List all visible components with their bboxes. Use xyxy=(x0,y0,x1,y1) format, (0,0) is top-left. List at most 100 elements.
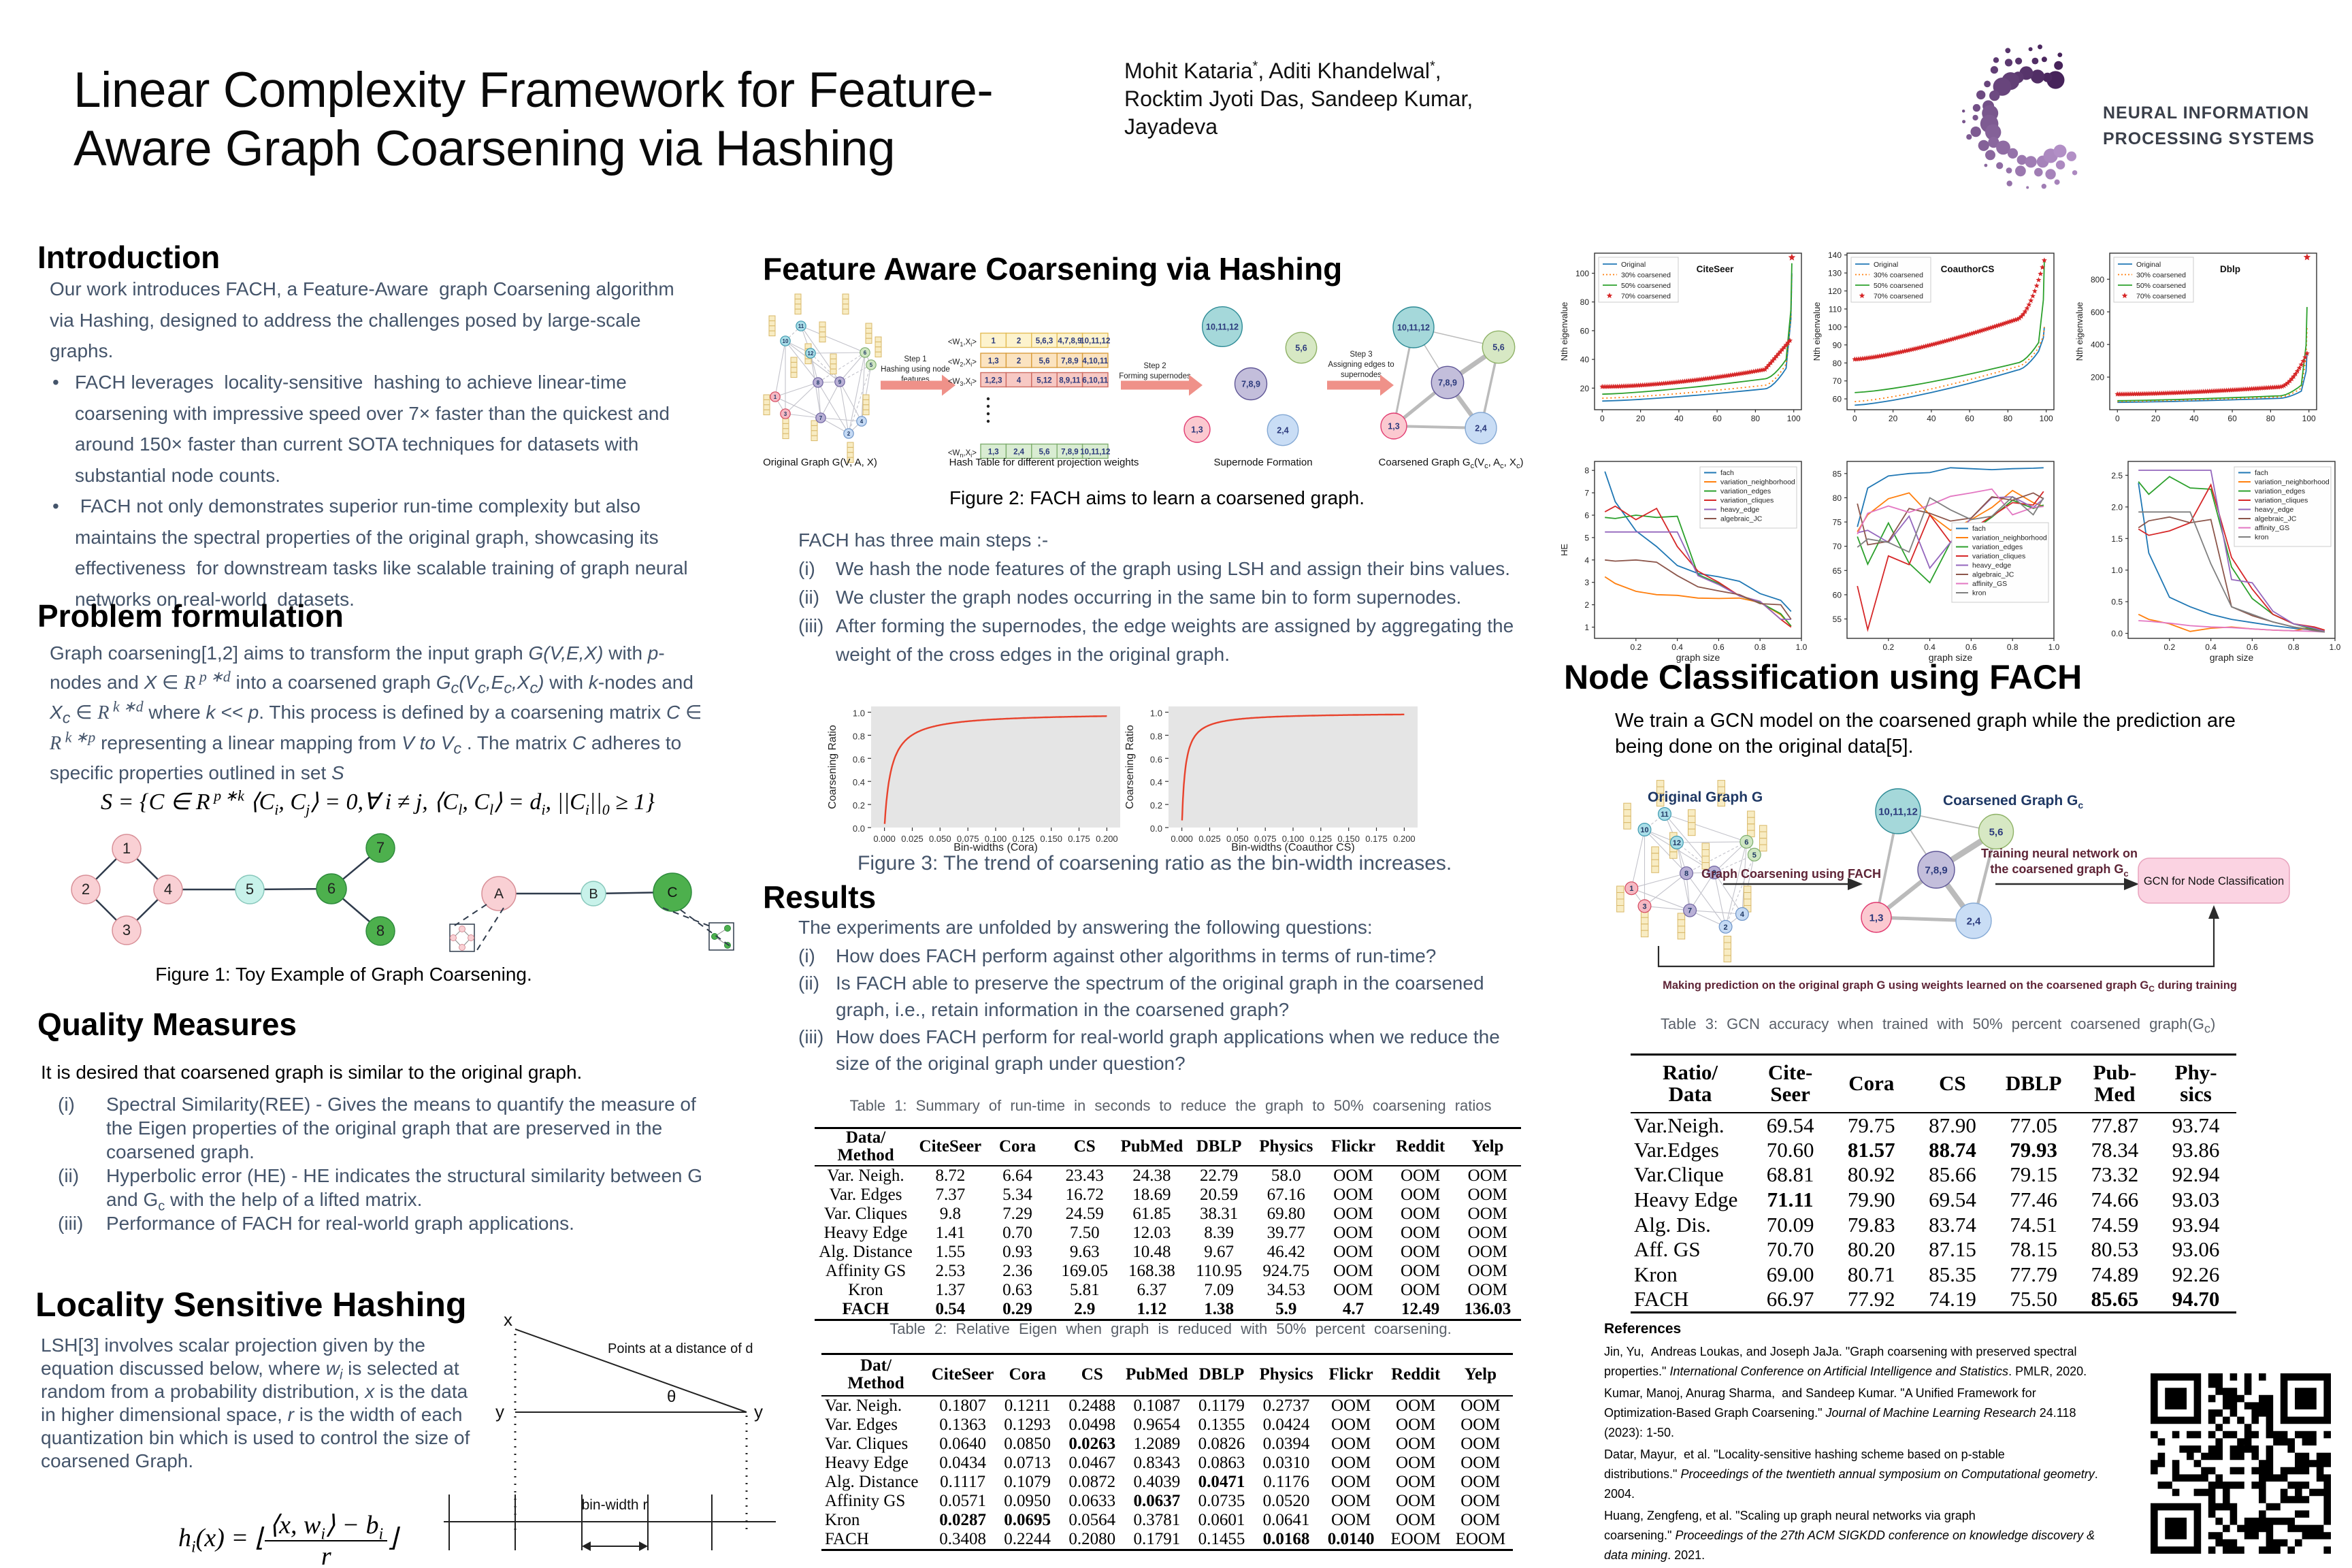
svg-text:0.075: 0.075 xyxy=(957,834,979,844)
svg-text:1,3: 1,3 xyxy=(1191,425,1203,435)
svg-text:4: 4 xyxy=(1740,911,1745,919)
svg-text:55: 55 xyxy=(1833,615,1842,624)
svg-text:heavy_edge: heavy_edge xyxy=(1720,506,1759,514)
svg-text:5,6: 5,6 xyxy=(1492,343,1504,353)
svg-text:0.6: 0.6 xyxy=(853,754,865,764)
svg-text:200: 200 xyxy=(2091,373,2104,382)
svg-text:40: 40 xyxy=(2189,414,2199,423)
svg-text:<Wn,Xi>: <Wn,Xi> xyxy=(948,449,977,459)
svg-text:1.0: 1.0 xyxy=(1150,708,1162,719)
svg-text:2: 2 xyxy=(82,881,90,898)
svg-text:4: 4 xyxy=(1584,555,1589,565)
svg-text:65: 65 xyxy=(1833,566,1842,576)
svg-text:6,10,11: 6,10,11 xyxy=(1082,377,1108,385)
svg-text:1.5: 1.5 xyxy=(2111,534,2123,544)
svg-text:60: 60 xyxy=(1712,414,1722,423)
svg-text:CoauthorCS: CoauthorCS xyxy=(1941,264,1995,274)
svg-text:kron: kron xyxy=(2255,534,2269,542)
svg-text:400: 400 xyxy=(2091,340,2104,350)
svg-text:4,10,11: 4,10,11 xyxy=(1082,357,1108,365)
svg-text:100: 100 xyxy=(1575,269,1589,278)
svg-text:fach: fach xyxy=(2255,469,2268,477)
svg-text:0.8: 0.8 xyxy=(1150,731,1162,741)
svg-text:0.000: 0.000 xyxy=(1171,834,1193,844)
svg-text:Nth eigenvalue: Nth eigenvalue xyxy=(1812,302,1822,361)
svg-text:affinity_GS: affinity_GS xyxy=(2255,524,2289,532)
svg-text:Forming supernodes: Forming supernodes xyxy=(1119,372,1191,380)
svg-text:Training neural network on: Training neural network on xyxy=(1981,847,2138,860)
svg-text:0.175: 0.175 xyxy=(1068,834,1090,844)
svg-text:Coarsened Graph Gc: Coarsened Graph Gc xyxy=(1943,793,2083,811)
svg-text:0.050: 0.050 xyxy=(1226,834,1249,844)
svg-text:0: 0 xyxy=(2115,414,2120,423)
svg-text:<W2,Xi>: <W2,Xi> xyxy=(948,359,977,368)
svg-text:7,8,9: 7,8,9 xyxy=(1925,864,1947,876)
svg-text:0.150: 0.150 xyxy=(1337,834,1360,844)
svg-text:80: 80 xyxy=(1580,297,1590,307)
svg-text:variation_edges: variation_edges xyxy=(1972,543,2023,551)
svg-text:1.0: 1.0 xyxy=(2048,642,2060,652)
svg-text:Bin-widths (Coauthor CS): Bin-widths (Coauthor CS) xyxy=(1231,842,1354,853)
svg-text:2,4: 2,4 xyxy=(1475,424,1486,434)
svg-text:100: 100 xyxy=(1787,414,1801,423)
svg-text:GCN for Node Classification: GCN for Node Classification xyxy=(2144,875,2284,887)
svg-text:40: 40 xyxy=(1927,414,1936,423)
svg-text:7: 7 xyxy=(376,839,385,856)
svg-text:2: 2 xyxy=(1584,600,1589,610)
svg-text:0.025: 0.025 xyxy=(1198,834,1221,844)
svg-text:0.050: 0.050 xyxy=(929,834,951,844)
svg-text:5,6: 5,6 xyxy=(1039,357,1050,365)
svg-text:0.2: 0.2 xyxy=(1150,800,1162,811)
svg-text:2.0: 2.0 xyxy=(2111,502,2123,512)
svg-text:12: 12 xyxy=(808,350,814,357)
svg-text:0.8: 0.8 xyxy=(1754,642,1766,652)
svg-text:0.6: 0.6 xyxy=(2247,642,2258,652)
svg-text:80: 80 xyxy=(1833,493,1842,503)
svg-text:40: 40 xyxy=(1674,414,1684,423)
svg-text:7: 7 xyxy=(819,415,823,421)
svg-text:1: 1 xyxy=(1584,623,1589,632)
svg-text:9: 9 xyxy=(1712,869,1716,877)
svg-text:80: 80 xyxy=(1833,359,1842,368)
svg-text:2,4: 2,4 xyxy=(1967,915,1982,927)
svg-text:0: 0 xyxy=(1600,414,1605,423)
svg-text:graph size: graph size xyxy=(1676,652,1720,663)
svg-text:0.4: 0.4 xyxy=(1150,777,1162,787)
svg-text:10,11,12: 10,11,12 xyxy=(1080,448,1110,457)
svg-text:B: B xyxy=(589,887,598,902)
svg-text:variation_neighborhood: variation_neighborhood xyxy=(2255,478,2330,487)
svg-text:1: 1 xyxy=(774,394,777,400)
svg-text:0.4: 0.4 xyxy=(853,777,865,787)
svg-text:3: 3 xyxy=(1584,578,1589,587)
svg-text:8,9,11: 8,9,11 xyxy=(1059,377,1081,385)
svg-text:30% coarsened: 30% coarsened xyxy=(1874,272,1923,280)
svg-text:0.5: 0.5 xyxy=(2111,598,2123,607)
svg-text:Dblp: Dblp xyxy=(2220,264,2240,274)
svg-text:60: 60 xyxy=(1580,326,1590,336)
svg-text:6: 6 xyxy=(1584,511,1589,521)
svg-text:fach: fach xyxy=(1720,469,1734,477)
svg-text:1,3: 1,3 xyxy=(988,448,999,457)
svg-text:C: C xyxy=(667,885,677,900)
svg-text:6: 6 xyxy=(327,880,336,897)
svg-text:Coarsening Ratio: Coarsening Ratio xyxy=(1124,725,1136,809)
svg-text:Graph Coarsening using FACH: Graph Coarsening using FACH xyxy=(1701,867,1881,881)
svg-text:5,6,3: 5,6,3 xyxy=(1036,338,1054,346)
svg-text:6: 6 xyxy=(864,350,867,356)
svg-text:Assigning edges to: Assigning edges to xyxy=(1328,361,1394,369)
svg-text:80: 80 xyxy=(1751,414,1761,423)
svg-text:0.000: 0.000 xyxy=(873,834,896,844)
svg-text:Original: Original xyxy=(1621,261,1646,269)
svg-text:3: 3 xyxy=(1642,902,1646,911)
svg-text:PROCESSING SYSTEMS: PROCESSING SYSTEMS xyxy=(2103,129,2315,148)
svg-text:graph size: graph size xyxy=(2210,652,2254,663)
svg-text:75: 75 xyxy=(1833,518,1842,527)
svg-text:Original Graph G(V, A, X): Original Graph G(V, A, X) xyxy=(763,457,877,468)
svg-text:70% coarsened: 70% coarsened xyxy=(1621,293,1671,301)
svg-text:Original Graph G: Original Graph G xyxy=(1648,789,1763,805)
svg-text:0.6: 0.6 xyxy=(1713,642,1725,652)
svg-text:0.2: 0.2 xyxy=(853,800,865,811)
svg-text:20: 20 xyxy=(1636,414,1646,423)
svg-text:70: 70 xyxy=(1833,376,1842,386)
svg-text:0.2: 0.2 xyxy=(2163,642,2175,652)
